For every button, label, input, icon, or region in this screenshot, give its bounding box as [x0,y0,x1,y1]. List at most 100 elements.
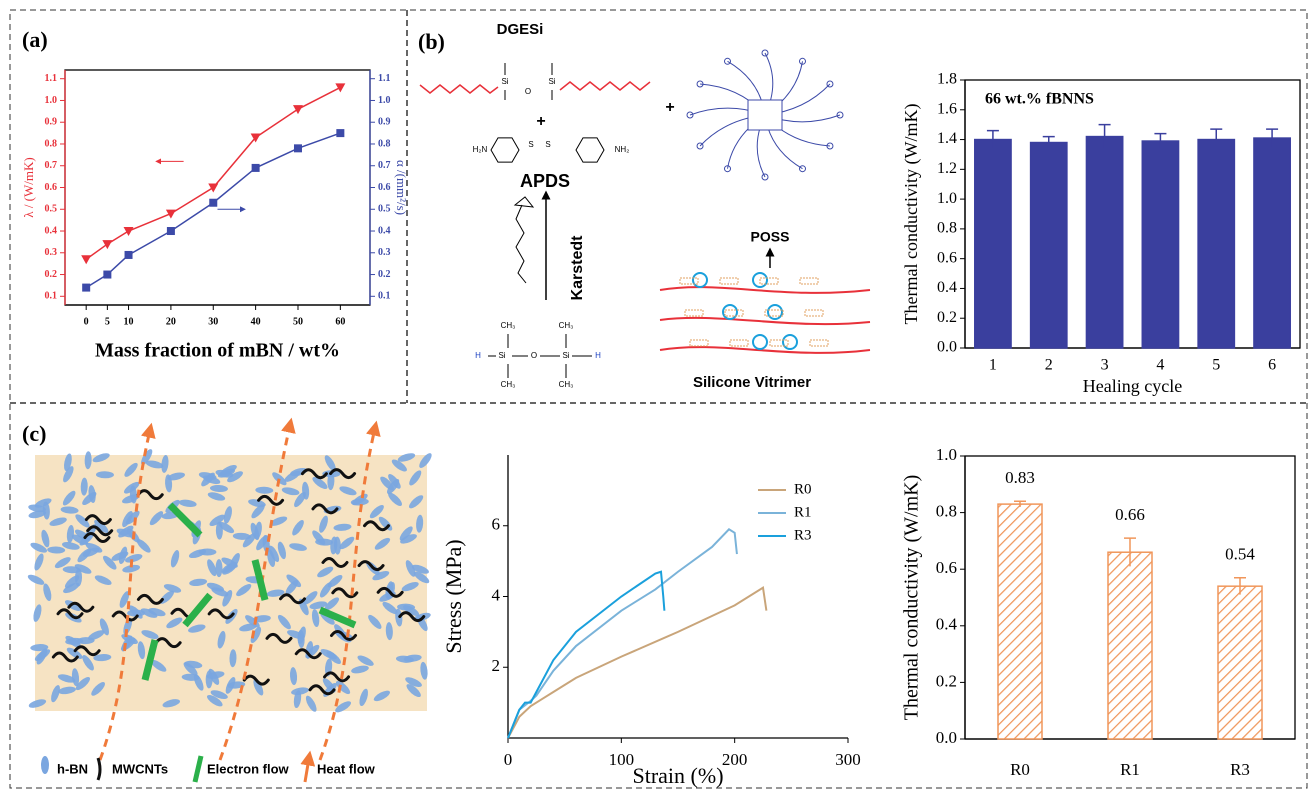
atom-label: O [531,351,537,360]
mwcnt [311,503,339,515]
error-bar [1014,500,1026,507]
atom-label: H [475,351,481,360]
mwcnt [265,632,293,644]
y-tick-label: 0.8 [936,502,957,521]
diagram-text: APDS [520,171,570,191]
h-bn-flake [85,542,103,553]
h-bn-flake [285,580,299,595]
h-bn-flake [181,673,200,681]
error-bar [1154,132,1167,149]
x-tick-label: 5 [1212,357,1220,374]
poss-end [696,142,704,150]
mwcnt [331,587,359,599]
h-bn-flake [103,555,117,570]
h-bn-flake [64,600,81,611]
marker [250,133,261,143]
h-bn-flake [289,667,298,686]
y-tick-label: 0.4 [45,225,58,236]
heat-flow [218,417,296,761]
x-tick-label: 100 [609,750,635,769]
h-bn-flake [62,490,76,506]
h-bn-flake [207,559,217,577]
h-bn-flake [397,603,416,611]
marker [165,209,176,219]
heat-flow [98,422,156,761]
h-bn-flake [94,519,109,534]
h-bn-flake [223,506,232,524]
h-bn-flake [391,459,407,472]
h-bn-flake [339,486,357,496]
molecule [504,63,553,100]
y-axis-label: Stress (MPa) [441,539,466,653]
series-line [507,528,738,739]
h-bn-flake [65,637,84,645]
linker [769,339,789,347]
h-bn-flake [222,590,233,607]
electron-flow [141,639,159,681]
y2-axis-label: α /(mm²/s) [394,160,409,215]
h-bn-flake [149,511,164,526]
x-tick-label: 4 [1156,357,1164,374]
linker [684,309,704,317]
h-bn-flake [409,470,422,486]
h-bn-flake [292,520,304,536]
h-bn-flake [198,472,217,480]
h-bn-flake [88,485,96,504]
y-tick-label: 1.6 [937,100,957,117]
h-bn-flake [311,609,320,628]
linker [799,277,819,285]
mwcnt [136,593,164,605]
data-label: 0.83 [1005,468,1035,487]
h-bn-flake [162,699,180,708]
y-tick-label: 1.1 [45,73,58,84]
h-bn-flake [277,541,286,560]
h-bn-flake [322,678,336,693]
linker [679,277,699,285]
y-tick-label: 0.9 [378,117,391,128]
marker [251,163,260,172]
h-bn-flake [28,504,47,513]
poss-end [696,80,704,88]
h-bn-flake [94,575,112,585]
polymer-chain [659,286,871,294]
h-bn-flake [209,514,226,527]
marker [336,129,345,138]
x-tick-label: 0 [504,750,513,769]
h-bn-flake [289,543,307,551]
y-tick-label: 0.6 [937,249,957,266]
h-bn-flake [302,481,310,500]
x-tick-label: 0 [84,317,89,328]
h-bn-flake [140,608,158,618]
h-bn-flake [303,591,318,605]
h-bn-flake [122,564,141,573]
linker [804,309,824,317]
h-bn-flake [206,694,223,707]
mwcnt [242,674,270,686]
legend-label: h-BN [57,761,88,776]
atom-label: S [528,140,533,149]
h-bn-flake [165,474,173,493]
h-bn-flake [369,504,384,519]
h-bn-flake [326,651,341,664]
y-tick-label: 0.9 [45,117,58,128]
x-tick-label: R1 [1120,760,1140,779]
mwcnt [363,520,391,532]
atom-label: Si [548,77,555,86]
y-tick-label: 0.8 [45,138,58,149]
marker [335,83,346,93]
h-bn-flake [333,523,352,531]
h-bn-flake [388,492,402,507]
h-bn-flake [141,449,153,465]
marker [209,198,218,207]
y-tick-label: 0.6 [378,182,391,193]
y-tick-label: 1.4 [937,130,957,147]
h-bn-flake [91,682,105,696]
frame [9,9,1308,789]
poss-end [724,57,731,65]
mwcnt [308,684,336,696]
diagram-text: Silicone Vitrimer [693,374,811,391]
h-bn-flake [268,545,280,563]
electron-flow [182,592,213,628]
y-tick-label: 6 [492,515,501,534]
